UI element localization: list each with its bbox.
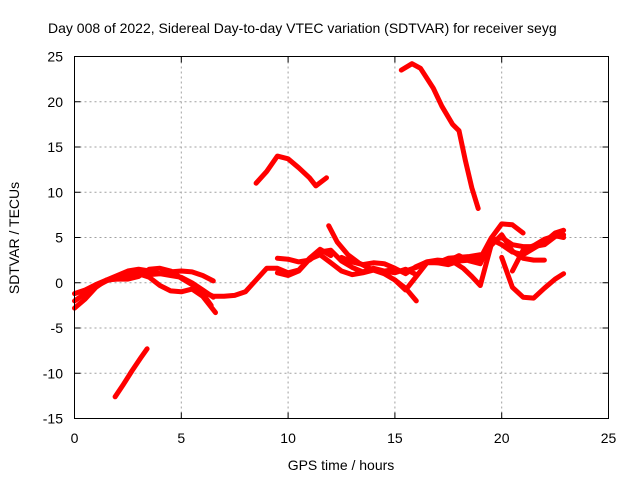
y-tick-label: 5 [55,230,63,246]
y-tick-label: -5 [51,320,64,336]
y-tick-label: 0 [55,275,63,291]
y-tick-labels: -15 -10 -5 0 5 10 15 20 25 [43,49,63,427]
plot-frame [74,56,609,419]
y-tick-label: 15 [47,139,63,155]
y-tick-label: -10 [43,365,63,381]
x-tick-labels: 0 5 10 15 20 25 [71,430,617,446]
x-tick-label: 5 [177,430,185,446]
y-axis-label: SDTVAR / TECUs [6,182,22,294]
series-arc-14 [499,254,567,301]
y-tick-label: 10 [47,184,63,200]
grid [74,56,609,419]
y-tick-label: 20 [47,94,63,110]
x-tick-label: 15 [387,430,403,446]
chart-title: Day 008 of 2022, Sidereal Day-to-day VTE… [48,20,557,36]
series-arc-18 [398,61,481,211]
x-tick-label: 20 [494,430,510,446]
x-axis-label: GPS time / hours [288,457,395,473]
series-arc-16 [509,233,567,274]
y-tick-label: -15 [43,411,63,427]
series-arc-17 [253,153,329,189]
x-tick-label: 10 [280,430,296,446]
y-tick-label: 25 [47,49,63,65]
data-series [72,61,567,400]
series-arc-4 [136,271,218,316]
x-tick-label: 0 [71,430,79,446]
series-arc-8 [274,247,419,278]
series-arc-5 [112,346,150,400]
x-tick-label: 25 [601,430,617,446]
series-arc-11 [392,221,526,293]
